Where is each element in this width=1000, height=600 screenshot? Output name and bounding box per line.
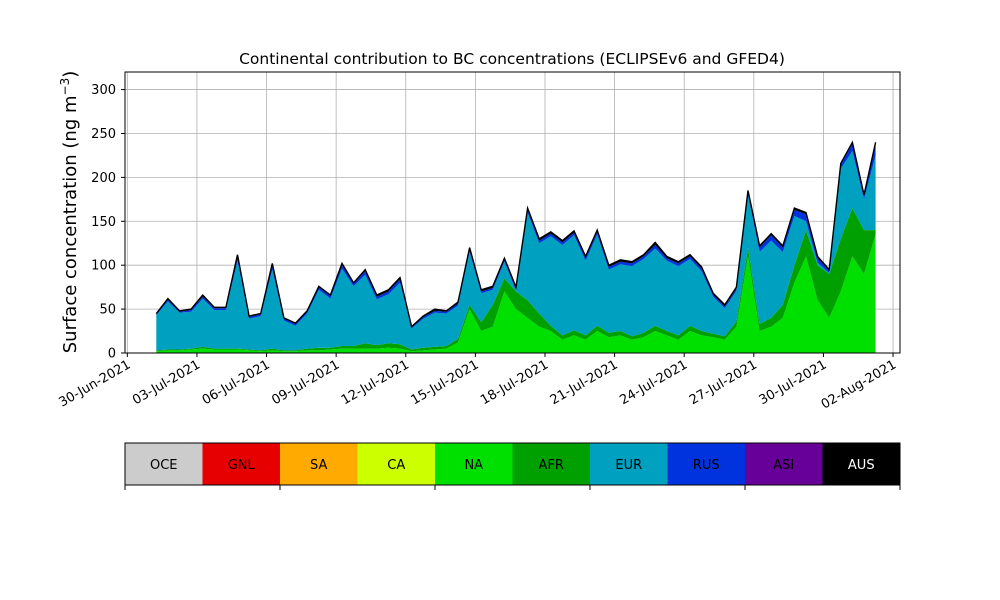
legend-swatch-na (435, 443, 513, 485)
svg-text:Surface concentration (ng m−3): Surface concentration (ng m−3) (58, 71, 81, 354)
legend-swatch-afr (512, 443, 590, 485)
y-tick-label: 250 (91, 127, 116, 142)
legend-label-afr: AFR (539, 458, 564, 473)
legend-swatch-asi (745, 443, 823, 485)
y-tick-label: 100 (91, 259, 116, 274)
legend-swatch-gnl (202, 443, 280, 485)
legend: OCE GNL SA CA NA AFR EUR RUS ASI AUS (124, 442, 901, 490)
area-eur (156, 151, 876, 351)
x-tick-label: 30-Jun-2021 (56, 357, 133, 410)
legend-label-ca: CA (387, 458, 405, 473)
x-tick-label: 27-Jul-2021 (687, 357, 760, 408)
legend-label-aus: AUS (848, 458, 875, 473)
y-axis-label-close: ) (60, 71, 81, 78)
legend-label-oce: OCE (150, 458, 178, 473)
legend-label-eur: EUR (615, 458, 642, 473)
x-tick-label: 12-Jul-2021 (339, 357, 412, 408)
x-tick-label: 21-Jul-2021 (548, 357, 621, 408)
stacked-areas (155, 140, 877, 353)
chart-title: Continental contribution to BC concentra… (239, 50, 785, 68)
legend-swatch-aus (822, 443, 900, 485)
legend-frame (124, 442, 901, 486)
x-tick-label: 09-Jul-2021 (269, 357, 342, 408)
legend-swatch-ca (357, 443, 435, 485)
x-tick-label: 24-Jul-2021 (617, 357, 690, 408)
x-tick-label: 03-Jul-2021 (130, 357, 203, 408)
x-tick-label: 18-Jul-2021 (478, 357, 551, 408)
legend-label-gnl: GNL (228, 458, 256, 473)
y-tick-label: 150 (91, 215, 116, 230)
legend-swatch-rus (667, 443, 745, 485)
y-tick-label: 300 (91, 83, 116, 98)
total-outline (155, 140, 877, 329)
y-tick-label: 50 (99, 303, 116, 318)
x-tick-label: 15-Jul-2021 (409, 357, 482, 408)
legend-label-asi: ASI (773, 458, 794, 473)
y-tick-label: 0 (108, 347, 116, 362)
legend-swatch-sa (280, 443, 358, 485)
legend-swatch-oce (125, 443, 203, 485)
y-tick-label: 200 (91, 171, 116, 186)
legend-swatch-eur (590, 443, 668, 485)
y-axis-label-text: Surface concentration (ng m (60, 95, 81, 353)
area-na (156, 234, 876, 353)
x-tick-label: 06-Jul-2021 (200, 357, 273, 408)
y-axis-label-superscript: −3 (58, 78, 72, 96)
legend-label-na: NA (464, 458, 483, 473)
y-axis-label: Surface concentration (ng m−3) (58, 71, 81, 354)
plot-frame (124, 71, 901, 354)
legend-label-sa: SA (310, 458, 327, 473)
area-rus (156, 144, 876, 329)
legend-label-rus: RUS (693, 458, 720, 473)
x-tick-label: 02-Aug-2021 (819, 357, 899, 412)
